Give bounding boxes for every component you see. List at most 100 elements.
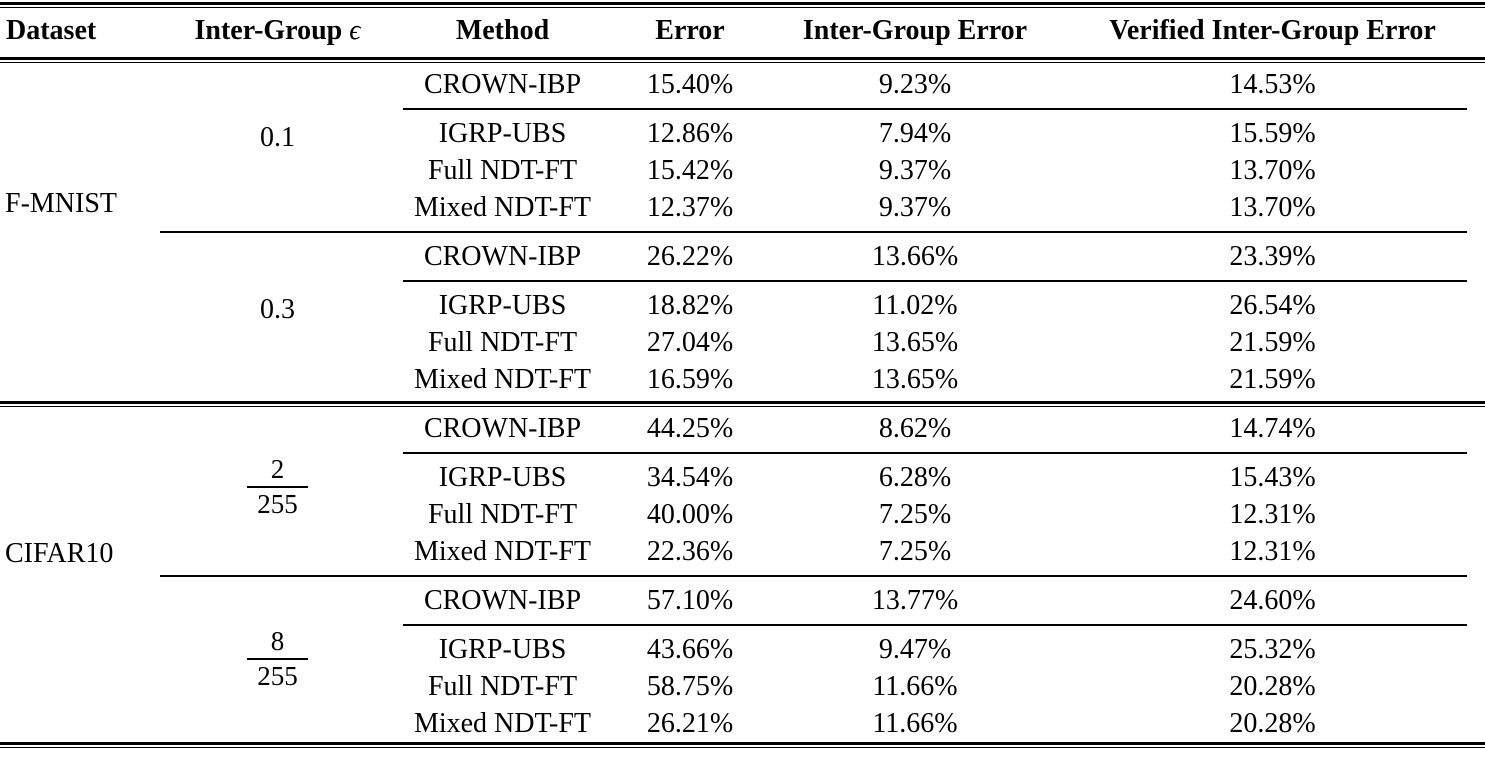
table-row: IGRP-UBS 43.66% 9.47% 25.32% xyxy=(0,631,1485,668)
cell-verified-inter-group-error: 25.32% xyxy=(1229,633,1316,665)
fraction-numerator: 8 xyxy=(270,625,285,656)
cell-inter-group-error: 13.65% xyxy=(871,326,959,358)
table-row: Mixed NDT-FT 26.21% 11.66% 20.28% xyxy=(0,705,1485,742)
rule-cell xyxy=(160,570,1485,582)
table-row: Full NDT-FT 40.00% 7.25% 12.31% xyxy=(0,496,1485,533)
cell-error: 43.66% xyxy=(646,633,734,665)
rule-cell xyxy=(395,103,1485,115)
cell-error: 26.21% xyxy=(646,707,734,739)
cell-method: Mixed NDT-FT xyxy=(413,191,592,223)
table-bottom-rule xyxy=(0,742,1485,748)
cell-verified-inter-group-error: 23.39% xyxy=(1229,240,1316,272)
cell-method: IGRP-UBS xyxy=(438,117,567,149)
fraction: 2 255 xyxy=(247,453,308,519)
cell-verified-inter-group-error: 12.31% xyxy=(1229,498,1316,530)
cell-error: 58.75% xyxy=(646,670,734,702)
cell-error: 44.25% xyxy=(646,412,734,444)
cell-verified-inter-group-error: 21.59% xyxy=(1229,363,1316,395)
cell-error: 26.22% xyxy=(646,240,734,272)
cell-verified-inter-group-error: 12.31% xyxy=(1229,535,1316,567)
mid-rule-cols2-6 xyxy=(160,231,1467,233)
cell-verified-inter-group-error: 20.28% xyxy=(1229,707,1316,739)
cell-method: IGRP-UBS xyxy=(438,289,567,321)
mid-rule-cols3-6 xyxy=(403,624,1467,626)
cell-error: 27.04% xyxy=(646,326,734,358)
cell-inter-group-error: 11.66% xyxy=(872,670,958,702)
header-row: Dataset Inter-Group ϵ Method Error Inter… xyxy=(0,8,1485,54)
results-table: Dataset Inter-Group ϵ Method Error Inter… xyxy=(0,8,1485,742)
rule-row xyxy=(0,103,1485,115)
fraction-numerator: 2 xyxy=(270,453,285,484)
cell-error: 18.82% xyxy=(646,289,734,321)
rule-cell xyxy=(395,447,1485,459)
epsilon-fraction: 2 255 xyxy=(160,410,395,570)
table-row: Full NDT-FT 15.42% 9.37% 13.70% xyxy=(0,152,1485,189)
rule-row xyxy=(0,570,1485,582)
section-rule xyxy=(0,401,1485,407)
cell-error: 15.40% xyxy=(646,68,734,100)
cell-verified-inter-group-error: 14.74% xyxy=(1229,412,1316,444)
epsilon-header-label: Inter-Group xyxy=(194,15,343,46)
cell-method: CROWN-IBP xyxy=(423,584,582,616)
cell-error: 40.00% xyxy=(646,498,734,530)
cell-method: CROWN-IBP xyxy=(423,240,582,272)
cell-inter-group-error: 7.94% xyxy=(878,117,952,149)
table-row: Mixed NDT-FT 12.37% 9.37% 13.70% xyxy=(0,189,1485,226)
col-header-inter-group-error: Inter-Group Error xyxy=(802,15,1028,46)
cell-method: Full NDT-FT xyxy=(427,326,578,358)
cell-verified-inter-group-error: 15.43% xyxy=(1229,461,1316,493)
epsilon-value: 0.1 xyxy=(260,122,295,153)
table-row: Mixed NDT-FT 22.36% 7.25% 12.31% xyxy=(0,533,1485,570)
cell-error: 16.59% xyxy=(646,363,734,395)
cell-inter-group-error: 11.02% xyxy=(872,289,958,321)
header-rule xyxy=(0,57,1485,63)
cell-verified-inter-group-error: 20.28% xyxy=(1229,670,1316,702)
rule-row xyxy=(0,275,1485,287)
rule-cell xyxy=(160,226,1485,238)
table-top-rule xyxy=(0,2,1485,8)
section-rule-cell xyxy=(0,398,1485,410)
cell-method: CROWN-IBP xyxy=(423,412,582,444)
header-rule-cell xyxy=(0,54,1485,66)
cell-error: 12.86% xyxy=(646,117,734,149)
table-row: IGRP-UBS 12.86% 7.94% 15.59% xyxy=(0,115,1485,152)
cell-method: Mixed NDT-FT xyxy=(413,535,592,567)
cell-inter-group-error: 6.28% xyxy=(878,461,952,493)
cell-inter-group-error: 11.66% xyxy=(872,707,958,739)
table-row: Full NDT-FT 27.04% 13.65% 21.59% xyxy=(0,324,1485,361)
cell-error: 12.37% xyxy=(646,191,734,223)
cell-verified-inter-group-error: 21.59% xyxy=(1229,326,1316,358)
rule-row xyxy=(0,619,1485,631)
table-row: IGRP-UBS 18.82% 11.02% 26.54% xyxy=(0,287,1485,324)
rule-cell xyxy=(395,619,1485,631)
mid-rule-cols3-6 xyxy=(403,452,1467,454)
cell-method: IGRP-UBS xyxy=(438,461,567,493)
epsilon-symbol: ϵ xyxy=(349,15,361,46)
cell-inter-group-error: 9.37% xyxy=(878,154,952,186)
fraction-denominator: 255 xyxy=(247,658,308,691)
cell-error: 57.10% xyxy=(646,584,734,616)
table-row: Mixed NDT-FT 16.59% 13.65% 21.59% xyxy=(0,361,1485,398)
section-rule-row xyxy=(0,398,1485,410)
cell-error: 15.42% xyxy=(646,154,734,186)
rule-row xyxy=(0,226,1485,238)
cell-verified-inter-group-error: 24.60% xyxy=(1229,584,1316,616)
cell-method: Mixed NDT-FT xyxy=(413,363,592,395)
cell-inter-group-error: 13.65% xyxy=(871,363,959,395)
cell-inter-group-error: 7.25% xyxy=(878,498,952,530)
table-row: Full NDT-FT 58.75% 11.66% 20.28% xyxy=(0,668,1485,705)
cell-error: 34.54% xyxy=(646,461,734,493)
table-row: F-MNIST 0.1 CROWN-IBP 15.40% 9.23% 14.53… xyxy=(0,66,1485,220)
cell-method: IGRP-UBS xyxy=(438,633,567,665)
table-row: CIFAR10 2 255 CROWN-IBP 44.25% 8.62% 14.… xyxy=(0,410,1485,570)
cell-inter-group-error: 13.66% xyxy=(871,240,959,272)
cell-method: Full NDT-FT xyxy=(427,670,578,702)
cell-verified-inter-group-error: 15.59% xyxy=(1229,117,1316,149)
col-header-method: Method xyxy=(455,15,550,46)
table-row: IGRP-UBS 34.54% 6.28% 15.43% xyxy=(0,459,1485,496)
cell-method: Full NDT-FT xyxy=(427,154,578,186)
mid-rule-cols2-6 xyxy=(160,575,1467,577)
epsilon-value: 0.3 xyxy=(260,294,295,325)
cell-verified-inter-group-error: 13.70% xyxy=(1229,191,1316,223)
